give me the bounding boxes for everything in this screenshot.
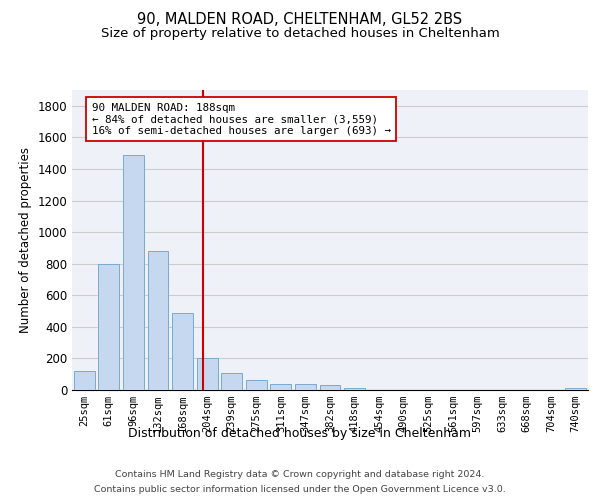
Bar (565, 388, 586, 390)
Text: Contains public sector information licensed under the Open Government Licence v3: Contains public sector information licen… (94, 485, 506, 494)
Bar (320, 386, 340, 390)
Bar (295, 384, 316, 390)
Text: Size of property relative to detached houses in Cheltenham: Size of property relative to detached ho… (101, 28, 499, 40)
Bar (172, 312, 193, 390)
Bar (246, 380, 267, 390)
Bar (197, 358, 218, 390)
Text: Distribution of detached houses by size in Cheltenham: Distribution of detached houses by size … (128, 428, 472, 440)
Text: 90, MALDEN ROAD, CHELTENHAM, GL52 2BS: 90, MALDEN ROAD, CHELTENHAM, GL52 2BS (137, 12, 463, 28)
Text: 90 MALDEN ROAD: 188sqm
← 84% of detached houses are smaller (3,559)
16% of semi-: 90 MALDEN ROAD: 188sqm ← 84% of detached… (92, 102, 391, 136)
Bar (271, 384, 292, 390)
Bar (74, 371, 95, 390)
Bar (148, 251, 169, 390)
Text: Contains HM Land Registry data © Crown copyright and database right 2024.: Contains HM Land Registry data © Crown c… (115, 470, 485, 479)
Y-axis label: Number of detached properties: Number of detached properties (19, 147, 32, 333)
Bar (123, 154, 144, 390)
Bar (344, 388, 365, 390)
Bar (98, 264, 119, 390)
Bar (221, 374, 242, 390)
